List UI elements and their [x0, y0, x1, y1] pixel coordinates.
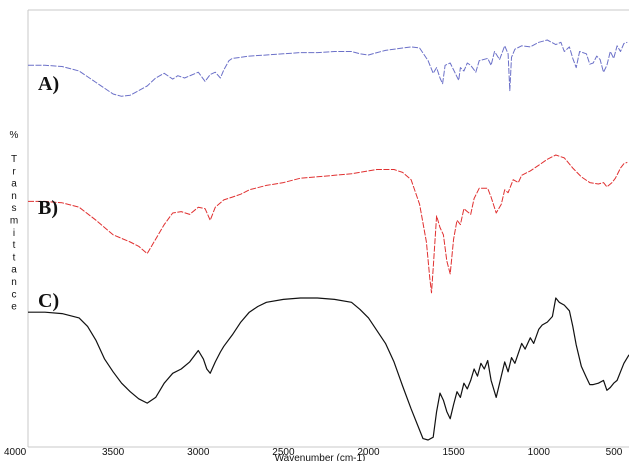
series-layer [28, 39, 629, 441]
x-tick-label-2500: 2500 [272, 447, 295, 458]
spectrum-line-1 [28, 39, 628, 97]
x-axis-title: Wavenumber (cm-1) [275, 453, 366, 461]
x-tick-label-1500: 1500 [442, 447, 465, 458]
spectrum-line-3 [28, 297, 629, 441]
series-label-2: B) [38, 197, 58, 219]
x-tick-label-1000: 1000 [528, 447, 551, 458]
x-tick-label-3500: 3500 [102, 447, 125, 458]
series-label-3: C) [38, 290, 59, 312]
x-tick-layer: 4000 3500 3000 2500 2000 1500 1000 500 [4, 447, 623, 458]
x-tick-label-3000: 3000 [187, 447, 210, 458]
series-label-layer: A) B) C) [38, 73, 59, 312]
spectrum-line-2 [28, 154, 628, 294]
y-axis-title: % T r a n s m i t t a n c e [10, 130, 19, 313]
x-tick-label-4000: 4000 [4, 447, 27, 458]
x-tick-label-2000: 2000 [357, 447, 380, 458]
x-tick-label-500: 500 [606, 447, 623, 458]
series-label-1: A) [38, 73, 59, 95]
plot-frame [27, 9, 629, 448]
y-axis-title-percent: % [10, 130, 19, 141]
